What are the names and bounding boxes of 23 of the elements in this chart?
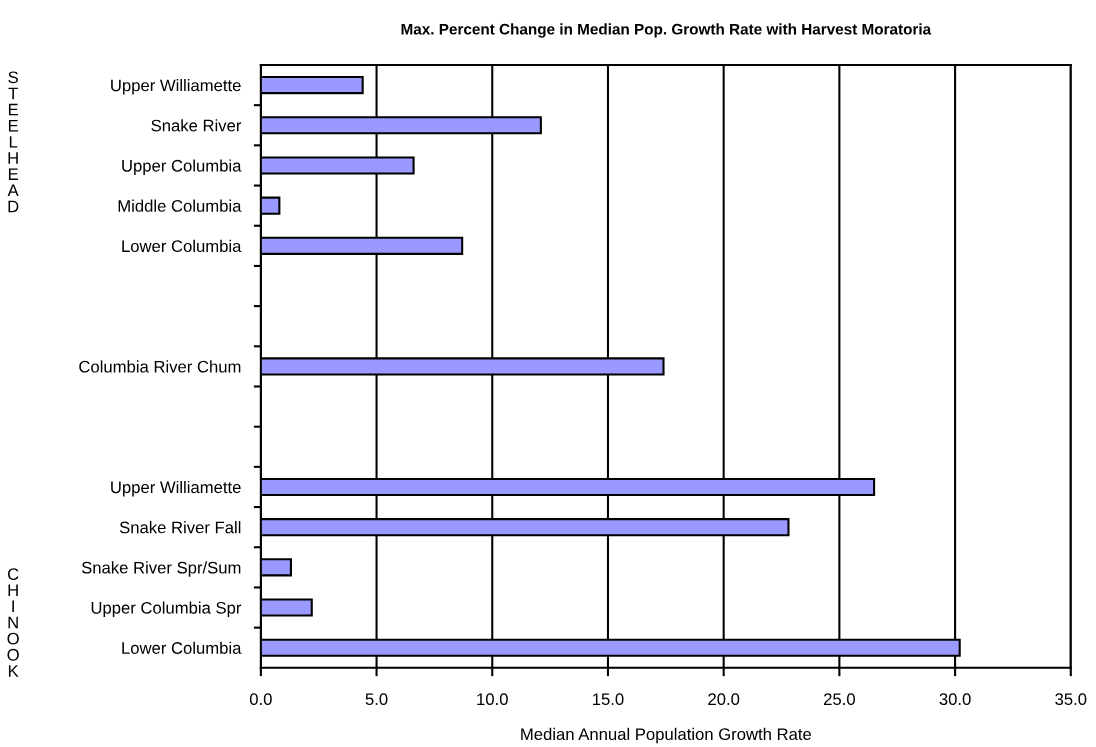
text: STEELHEAD xyxy=(7,71,19,213)
y-tick-label: Columbia River Chum xyxy=(79,360,241,373)
y-tick-label: Upper Williamette xyxy=(111,480,241,497)
y-tick-label: Snake River xyxy=(151,119,242,132)
y-tick-label: Upper Williamette xyxy=(111,79,241,95)
x-tick-label: 10.0 xyxy=(477,693,508,706)
x-tick-label: 25.0 xyxy=(824,693,855,706)
x-tick-label: 0.0 xyxy=(249,693,272,706)
y-tick-label: Lower Columbia xyxy=(122,641,242,654)
x-tick-label: 20.0 xyxy=(708,693,740,706)
chart-title: Max. Percent Change in Median Pop. Growth Rate with Harvest Moratoria xyxy=(401,23,932,38)
text: CHINOOK xyxy=(7,568,19,677)
x-axis-title: Median Annual Population Growth Rate xyxy=(521,727,812,744)
y-tick-label: Snake River Spr/Sum xyxy=(81,561,241,577)
x-tick-label: 35.0 xyxy=(1055,693,1087,706)
x-tick-label: 5.0 xyxy=(365,693,388,706)
y-tick-label: Upper Columbia xyxy=(122,159,242,175)
x-tick-label: 15.0 xyxy=(593,693,624,706)
y-tick-label: Middle Columbia xyxy=(118,199,242,212)
y-tick-label: Snake River Fall xyxy=(119,521,241,534)
x-tick-label: 30.0 xyxy=(939,693,971,706)
y-tick-label: Lower Columbia xyxy=(122,239,242,253)
y-tick-label: Upper Columbia Spr xyxy=(91,601,242,618)
